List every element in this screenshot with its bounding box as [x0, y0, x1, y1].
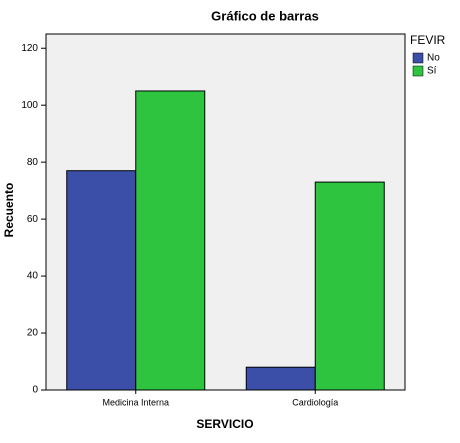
chart-title: Gráfico de barras — [211, 8, 319, 23]
x-tick-label: Medicina Interna — [102, 397, 169, 407]
y-tick-label: 40 — [27, 271, 39, 282]
legend-label: No — [427, 53, 440, 64]
x-axis-label: SERVICIO — [196, 417, 253, 431]
y-tick-label: 100 — [21, 100, 38, 111]
y-tick-label: 120 — [21, 43, 38, 54]
bar — [314, 181, 385, 391]
legend-swatch — [412, 52, 424, 64]
bar — [66, 170, 137, 391]
x-tick-label: Cardiología — [292, 397, 338, 407]
legend-title: FEVIR — [410, 33, 446, 47]
legend-swatch — [412, 65, 424, 77]
y-tick-label: 20 — [27, 328, 39, 339]
y-tick-label: 0 — [32, 385, 38, 396]
y-axis-label: Recuento — [2, 183, 16, 238]
legend-label: Sí — [427, 66, 437, 77]
y-tick-label: 60 — [27, 214, 39, 225]
y-tick-label: 80 — [27, 157, 39, 168]
bar — [135, 90, 206, 391]
bar — [245, 366, 316, 391]
